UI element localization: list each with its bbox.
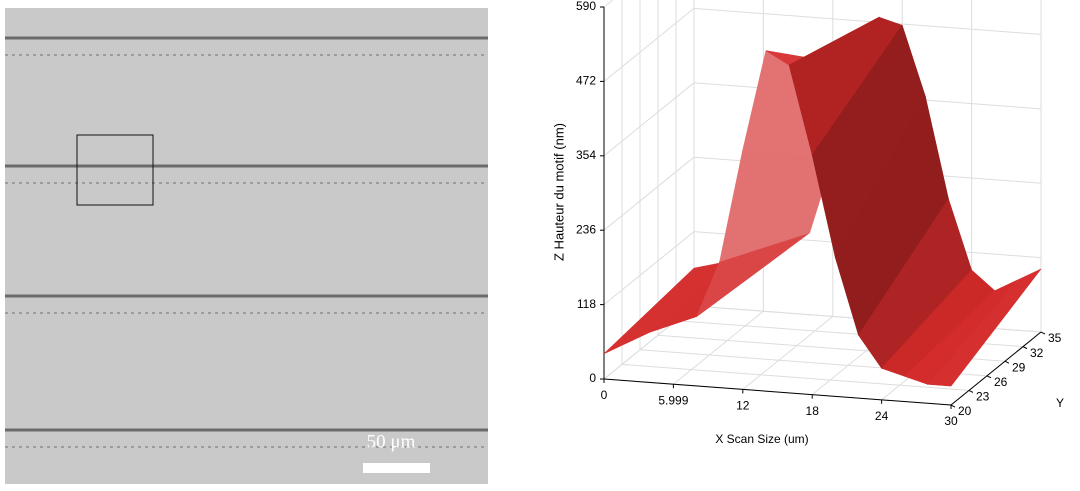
x-axis [603, 378, 952, 406]
micrograph-background [5, 8, 488, 484]
grid-line [621, 363, 970, 391]
scale-bar [363, 463, 430, 473]
grid-line [603, 0, 614, 8]
y-axis [950, 331, 1042, 406]
micrograph: 50 μm [5, 8, 488, 484]
grid-line [603, 8, 695, 82]
z-tick-label: 472 [576, 74, 596, 88]
x-tick-label: 5.999 [658, 393, 688, 407]
channels [5, 36, 488, 432]
zoom-box [76, 134, 154, 206]
surface-strip [927, 268, 1042, 387]
y-tick-label: 20 [958, 404, 972, 418]
y-tick-label: 23 [976, 390, 990, 404]
z-tick-label: 590 [576, 0, 596, 13]
grid-line [673, 310, 764, 385]
tick-mark [968, 389, 974, 393]
x-tick-label: 12 [736, 399, 750, 413]
tick-mark [1040, 331, 1046, 335]
tick-mark [950, 404, 956, 408]
scale-bar-label: 50 μm [367, 431, 416, 452]
y-axis-title: Y [1056, 396, 1064, 410]
tick-mark [1022, 346, 1028, 350]
x-tick-label: 30 [944, 414, 958, 428]
grid-line [603, 231, 695, 305]
y-tick-label: 29 [1012, 360, 1026, 374]
grid-line [603, 156, 695, 231]
x-tick-label: 18 [806, 404, 820, 418]
z-tick-label: 0 [589, 371, 596, 385]
z-tick-label: 354 [576, 148, 596, 162]
grid-line [603, 82, 695, 157]
y-tick-label: 35 [1048, 331, 1062, 345]
z-tick-label: 118 [577, 297, 596, 311]
x-axis-title: X Scan Size (um) [715, 432, 808, 446]
x-tick-label: 24 [875, 409, 889, 423]
grid-line [742, 316, 834, 390]
tick-mark [986, 375, 992, 379]
z-tick-label: 236 [576, 222, 596, 236]
tick-mark [1004, 360, 1010, 364]
grid-line [693, 7, 1042, 35]
z-axis-title: Z Hauteur du motif (nm) [551, 123, 566, 261]
x-tick-label: 0 [601, 388, 608, 402]
y-tick-label: 26 [994, 375, 1008, 389]
y-tick-label: 32 [1030, 346, 1044, 360]
